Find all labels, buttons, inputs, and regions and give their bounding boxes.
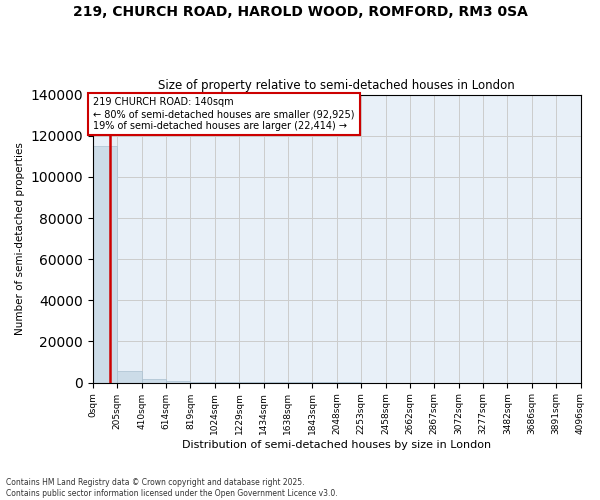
X-axis label: Distribution of semi-detached houses by size in London: Distribution of semi-detached houses by … [182, 440, 491, 450]
Text: 219, CHURCH ROAD, HAROLD WOOD, ROMFORD, RM3 0SA: 219, CHURCH ROAD, HAROLD WOOD, ROMFORD, … [73, 5, 527, 19]
Text: Contains HM Land Registry data © Crown copyright and database right 2025.
Contai: Contains HM Land Registry data © Crown c… [6, 478, 338, 498]
Y-axis label: Number of semi-detached properties: Number of semi-detached properties [15, 142, 25, 335]
Title: Size of property relative to semi-detached houses in London: Size of property relative to semi-detach… [158, 79, 515, 92]
Bar [93, 146, 118, 382]
Bar [118, 372, 142, 382]
Text: 219 CHURCH ROAD: 140sqm
← 80% of semi-detached houses are smaller (92,925)
19% o: 219 CHURCH ROAD: 140sqm ← 80% of semi-de… [93, 98, 355, 130]
Bar [142, 379, 166, 382]
Bar [166, 381, 190, 382]
